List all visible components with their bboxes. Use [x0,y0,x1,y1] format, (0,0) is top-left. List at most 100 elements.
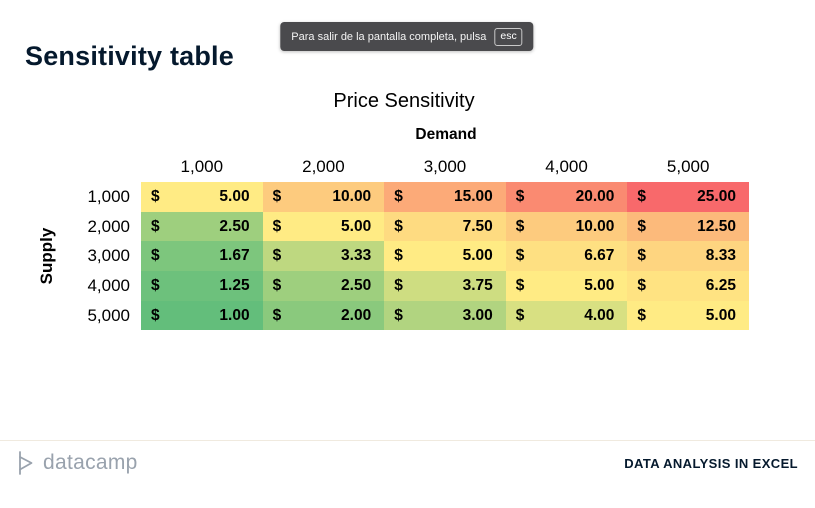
cell-value: 5.00 [705,306,736,324]
table-cell: $4.00 [505,300,628,331]
row-header: 2,000 [87,216,130,236]
cell-value: 7.50 [462,217,493,235]
cell-value: 3.75 [462,276,493,294]
row-header: 5,000 [87,305,130,325]
table-cell: $2.50 [141,211,263,242]
currency-symbol: $ [394,306,403,324]
currency-symbol: $ [272,306,282,324]
table-cell: $8.33 [627,241,749,272]
table-cell: $7.50 [384,211,506,242]
row-header: 3,000 [87,246,130,266]
table-cell: $25.00 [627,182,749,212]
cell-value: 2.00 [341,306,372,324]
cell-value: 8.33 [705,247,736,265]
currency-symbol: $ [515,306,525,324]
table-cell: $10.00 [505,211,628,242]
currency-symbol: $ [151,247,160,265]
currency-symbol: $ [637,217,646,235]
table-cell: $2.00 [262,300,385,331]
currency-symbol: $ [272,217,282,235]
table-cell: $3.00 [384,300,506,331]
cell-value: 10.00 [332,187,372,205]
table-cell: $5.00 [384,241,506,272]
esc-key-hint: esc [494,27,523,46]
table-cell: $5.00 [262,211,385,242]
cell-value: 10.00 [575,217,615,235]
currency-symbol: $ [637,276,646,294]
cell-value: 5.00 [341,217,372,235]
cell-value: 1.25 [219,276,250,294]
currency-symbol: $ [637,306,646,324]
currency-symbol: $ [637,187,646,205]
course-title: DATA ANALYSIS IN EXCEL [624,456,798,471]
column-header: 3,000 [423,157,467,176]
table-cell: $3.33 [262,241,385,272]
column-header: 4,000 [545,157,588,176]
column-header: 5,000 [666,157,710,176]
datacamp-logo: datacamp [15,450,138,476]
column-header: 2,000 [302,157,345,176]
footer-divider [0,440,815,441]
cell-value: 2.50 [219,217,250,235]
table-cell: $5.00 [627,300,749,331]
cell-value: 2.50 [341,276,372,294]
currency-symbol: $ [515,276,525,294]
cell-value: 5.00 [219,187,250,205]
table-cell: $5.00 [141,182,263,212]
cell-value: 20.00 [575,187,615,205]
currency-symbol: $ [151,276,160,294]
fullscreen-exit-text: Para salir de la pantalla completa, puls… [291,30,487,43]
cell-value: 3.33 [341,247,372,265]
chart-title: Price Sensitivity [333,90,475,112]
currency-symbol: $ [515,247,525,265]
slide-title: Sensitivity table [25,41,234,71]
currency-symbol: $ [394,217,403,235]
cell-value: 12.50 [697,217,736,235]
cell-value: 6.67 [584,247,615,265]
table-cell: $1.25 [141,271,263,301]
table-cell: $1.00 [141,300,263,331]
cell-value: 1.00 [219,306,250,324]
currency-symbol: $ [272,187,282,205]
column-header: 1,000 [180,157,224,176]
cell-value: 15.00 [453,187,493,205]
table-cell: $5.00 [505,271,628,301]
table-cell: $1.67 [141,241,263,272]
fullscreen-exit-tooltip: Para salir de la pantalla completa, puls… [280,22,534,51]
table-cell: $15.00 [384,182,506,212]
table-cell: $10.00 [262,182,385,212]
demand-axis-label: Demand [415,126,477,143]
datacamp-wordmark: datacamp [43,451,138,474]
column-headers: 1,000 2,000 3,000 4,000 5,000 [141,151,749,182]
cell-value: 5.00 [584,276,615,294]
supply-axis-label: Supply [37,227,56,285]
sensitivity-heatmap-table: $5.00 $10.00 $15.00 $20.00 $25.00 $2.50 … [141,182,749,331]
currency-symbol: $ [151,306,160,324]
currency-symbol: $ [151,217,160,235]
cell-value: 6.25 [705,276,736,294]
currency-symbol: $ [394,247,403,265]
currency-symbol: $ [515,217,525,235]
table-cell: $3.75 [384,271,506,301]
currency-symbol: $ [515,187,525,205]
table-cell: $2.50 [262,271,385,301]
table-cell: $6.67 [505,241,628,272]
currency-symbol: $ [394,187,403,205]
row-header: 4,000 [87,276,130,296]
table-cell: $20.00 [505,182,628,212]
currency-symbol: $ [151,187,160,205]
currency-symbol: $ [394,276,403,294]
table-cell: $12.50 [627,211,749,242]
row-headers: 1,000 2,000 3,000 4,000 5,000 [55,182,130,330]
cell-value: 25.00 [697,187,736,205]
currency-symbol: $ [272,247,282,265]
cell-value: 3.00 [462,306,493,324]
currency-symbol: $ [272,276,282,294]
row-header: 1,000 [87,187,130,206]
currency-symbol: $ [637,247,646,265]
cell-value: 1.67 [219,247,250,265]
cell-value: 5.00 [462,247,493,265]
datacamp-logo-icon [19,451,33,475]
table-cell: $6.25 [627,271,749,301]
cell-value: 4.00 [584,306,615,324]
